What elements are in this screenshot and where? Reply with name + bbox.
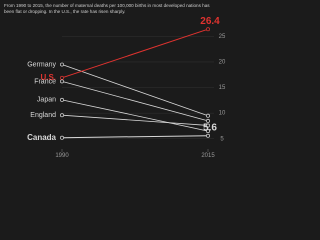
slope-line [61, 114, 209, 126]
series-label: Japan [37, 97, 56, 104]
value-label: 26.4 [200, 16, 220, 27]
y-tick-label: 10 [219, 111, 226, 117]
point [60, 62, 64, 67]
x-tick-label: 2015 [201, 153, 215, 159]
point [60, 79, 64, 84]
series-label: England [30, 112, 56, 119]
subtitle: From 1990 to 2015, the number of materna… [4, 3, 210, 14]
y-tick-label: 15 [219, 85, 226, 91]
slope-line [61, 99, 209, 132]
chart: 5 10 15 20 25 1990 2015 Germany U.S. 26.4 France Ja… [27, 16, 226, 159]
slope-line [61, 81, 209, 122]
point [206, 123, 210, 128]
point [60, 75, 64, 80]
point [60, 135, 64, 140]
value-label: 5.6 [203, 122, 217, 133]
y-tick-label: 20 [219, 60, 226, 66]
point [206, 113, 210, 118]
point [206, 133, 210, 138]
slope-line [61, 64, 209, 117]
series-label: Canada [27, 133, 56, 142]
point [206, 27, 210, 32]
page: {"chart_data": {"type": "slope", "subtit… [4, 3, 226, 160]
slope-line [61, 28, 209, 79]
y-tick-label: 25 [219, 34, 226, 40]
point [206, 118, 210, 123]
slope-line [61, 135, 209, 139]
x-tick-label: 1990 [55, 153, 69, 159]
series-label: Germany [27, 61, 56, 68]
point [60, 113, 64, 118]
point [60, 97, 64, 102]
y-tick-label: 5 [220, 136, 224, 142]
series-label: U.S. [40, 73, 56, 82]
point [206, 129, 210, 134]
series-label: France [34, 78, 56, 85]
